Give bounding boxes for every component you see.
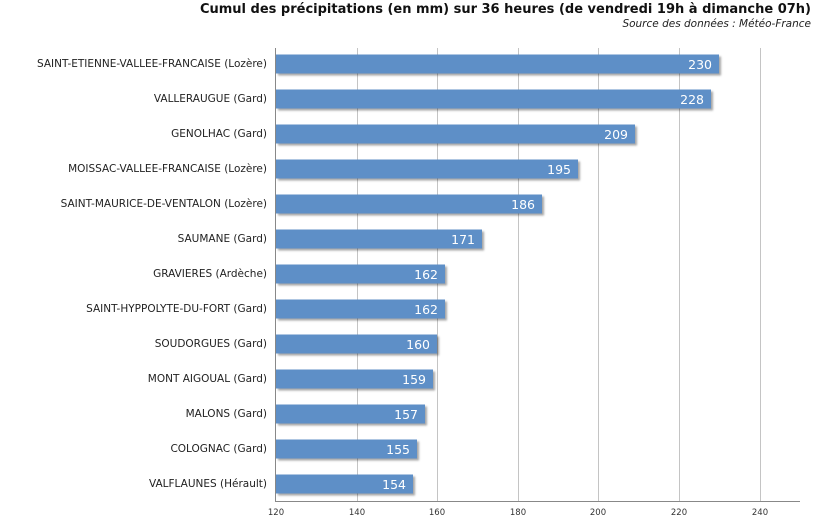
bar-value-label: 186 [511,196,535,212]
bar-value-label: 195 [547,161,571,177]
bar: 155 [276,439,417,459]
category-label: MOISSAC-VALLEE-FRANCAISE (Lozère) [68,163,267,175]
gridline [679,48,680,502]
bar: 162 [276,299,445,319]
y-axis-line [275,48,276,502]
bar-value-label: 230 [688,56,712,72]
bar-value-label: 155 [386,441,410,457]
category-label: MALONS (Gard) [185,408,267,420]
gridline [760,48,761,502]
bar-value-label: 157 [394,406,418,422]
x-tick-label: 220 [670,508,688,518]
category-label: VALLERAUGUE (Gard) [153,93,267,105]
x-tick-label: 180 [509,508,527,518]
x-tick-label: 160 [428,508,446,518]
bar-value-label: 228 [680,91,704,107]
gridline [598,48,599,502]
gridline [518,48,519,502]
category-label: SAINT-MAURICE-DE-VENTALON (Lozère) [60,198,267,210]
x-tick-label: 120 [267,508,285,518]
bar: 154 [276,474,413,494]
category-label: GRAVIERES (Ardèche) [153,268,267,280]
category-label: SAINT-ETIENNE-VALLEE-FRANCAISE (Lozère) [37,58,267,70]
x-tick-label: 140 [348,508,366,518]
bar: 230 [276,54,719,74]
bar: 162 [276,264,445,284]
x-tick-label: 240 [751,508,769,518]
category-label: SAINT-HYPPOLYTE-DU-FORT (Gard) [86,303,267,315]
bar-value-label: 162 [414,301,438,317]
bar: 160 [276,334,437,354]
bar: 186 [276,194,542,214]
category-label: VALFLAUNES (Hérault) [148,478,267,490]
bar: 159 [276,369,433,389]
x-axis-line [275,501,800,502]
bar-value-label: 160 [406,336,430,352]
bar: 171 [276,229,482,249]
bar-value-label: 209 [604,126,628,142]
category-label: MONT AIGOUAL (Gard) [147,373,267,385]
category-label: SOUDORGUES (Gard) [154,338,267,350]
bar-value-label: 159 [402,371,426,387]
x-tick-label: 200 [589,508,607,518]
chart-title: Cumul des précipitations (en mm) sur 36 … [199,2,811,17]
bar-value-label: 162 [414,266,438,282]
category-label: GENOLHAC (Gard) [171,128,267,140]
bar: 157 [276,404,425,424]
category-label: COLOGNAC (Gard) [170,443,267,455]
chart-subtitle: Source des données : Météo-France [622,18,811,30]
bar-value-label: 171 [451,231,475,247]
bar: 209 [276,124,635,144]
bar: 195 [276,159,578,179]
bar: 228 [276,89,711,109]
bar-value-label: 154 [382,476,406,492]
category-label: SAUMANE (Gard) [177,233,267,245]
